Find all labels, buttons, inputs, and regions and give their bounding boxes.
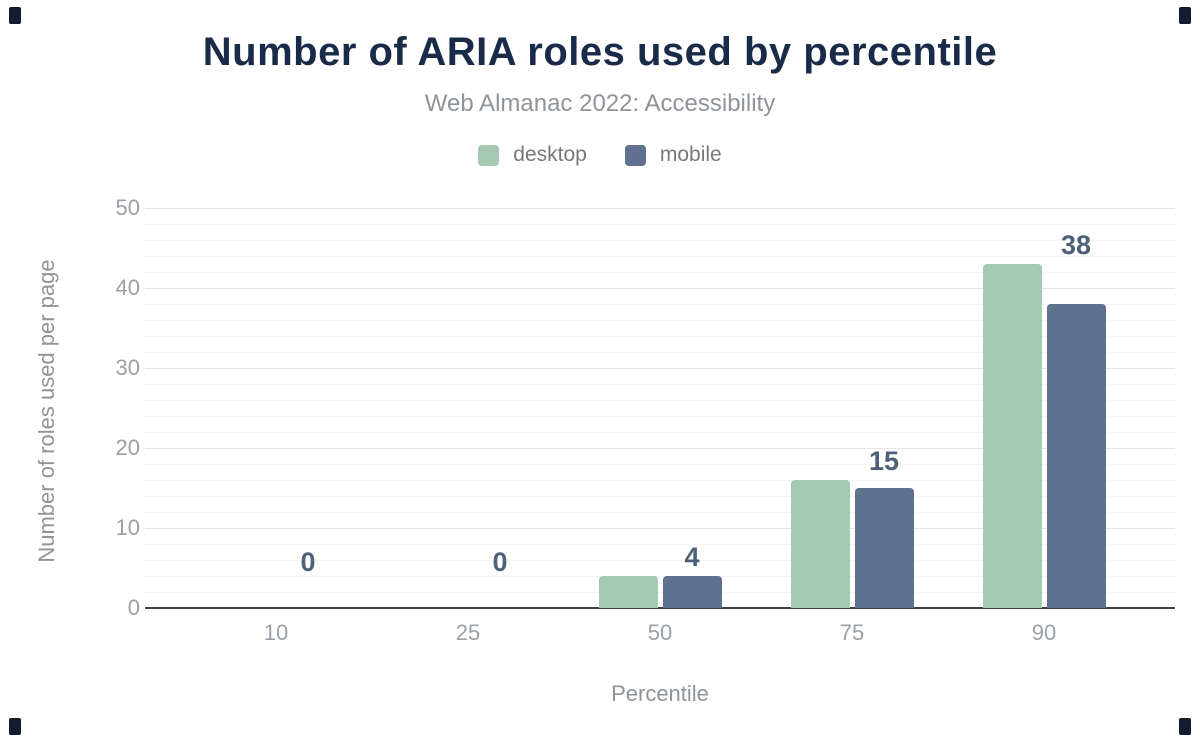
major-gridline	[145, 288, 1175, 289]
x-axis-title: Percentile	[611, 681, 709, 706]
minor-gridline	[145, 544, 1175, 545]
chart-title: Number of ARIA roles used by percentile	[202, 30, 998, 74]
minor-gridline	[145, 400, 1175, 401]
minor-gridline	[145, 464, 1175, 465]
x-tick-label: 50	[647, 620, 673, 645]
legend-label-desktop: desktop	[513, 143, 587, 166]
data-label: 15	[868, 446, 900, 476]
y-tick-label: 0	[127, 595, 140, 620]
desktop-bar	[982, 264, 1042, 608]
data-label: 4	[684, 542, 700, 572]
minor-gridline	[145, 272, 1175, 273]
major-gridline	[145, 528, 1175, 529]
x-tick-label: 90	[1031, 620, 1057, 645]
legend-item-mobile: mobile	[624, 143, 722, 167]
minor-gridline	[145, 512, 1175, 513]
legend: desktop mobile	[0, 142, 1200, 168]
x-axis-line	[145, 607, 1175, 609]
minor-gridline	[145, 352, 1175, 353]
x-tick-label: 10	[263, 620, 289, 645]
minor-gridline	[145, 592, 1175, 593]
mobile-bar	[662, 576, 722, 608]
y-tick-label: 20	[115, 435, 140, 460]
minor-gridline	[145, 432, 1175, 433]
corner-mark-bottom-right	[1179, 718, 1191, 735]
minor-gridline	[145, 576, 1175, 577]
minor-gridline	[145, 384, 1175, 385]
minor-gridline	[145, 256, 1175, 257]
minor-gridline	[145, 560, 1175, 561]
chart-subtitle: Web Almanac 2022: Accessibility	[424, 90, 776, 117]
corner-mark-top-right	[1179, 7, 1191, 24]
desktop-bar	[790, 480, 850, 608]
y-tick-label: 40	[115, 275, 140, 300]
mobile-bar	[854, 488, 914, 608]
y-tick-label: 10	[115, 515, 140, 540]
legend-item-desktop: desktop	[478, 143, 587, 167]
x-tick-label: 75	[839, 620, 865, 645]
minor-gridline	[145, 496, 1175, 497]
minor-gridline	[145, 416, 1175, 417]
minor-gridline	[145, 336, 1175, 337]
mobile-swatch-icon	[624, 144, 646, 166]
legend-label-mobile: mobile	[659, 143, 722, 166]
y-axis-title: Number of roles used per page	[34, 259, 59, 563]
x-tick-label: 25	[455, 620, 481, 645]
y-tick-label: 50	[115, 195, 140, 220]
mobile-bar	[1046, 304, 1106, 608]
desktop-bar	[598, 576, 658, 608]
data-label: 0	[300, 547, 316, 577]
data-label: 0	[492, 547, 508, 577]
minor-gridline	[145, 224, 1175, 225]
data-label: 38	[1060, 230, 1092, 260]
minor-gridline	[145, 480, 1175, 481]
corner-mark-bottom-left	[9, 718, 21, 735]
minor-gridline	[145, 304, 1175, 305]
desktop-swatch-icon	[478, 144, 500, 166]
major-gridline	[145, 448, 1175, 449]
corner-mark-top-left	[9, 7, 21, 24]
y-tick-label: 30	[115, 355, 140, 380]
major-gridline	[145, 208, 1175, 209]
minor-gridline	[145, 320, 1175, 321]
major-gridline	[145, 368, 1175, 369]
minor-gridline	[145, 240, 1175, 241]
